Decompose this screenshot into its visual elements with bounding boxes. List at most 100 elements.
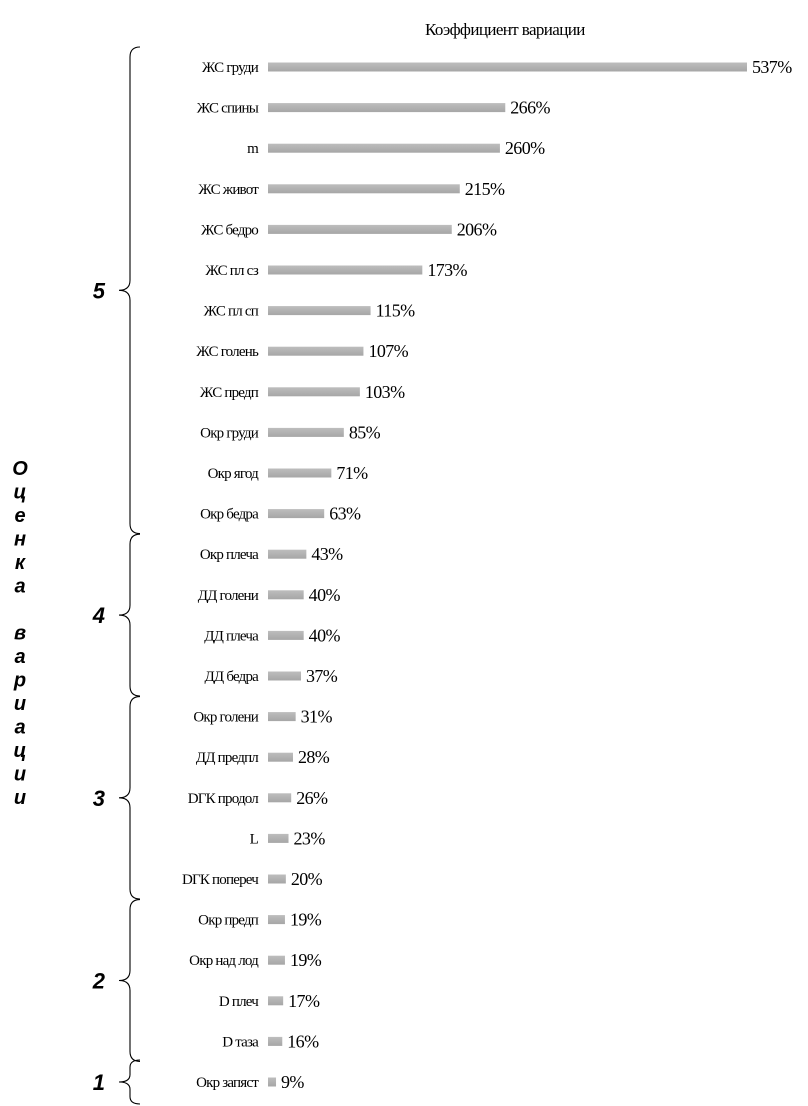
group-brace xyxy=(118,1059,141,1105)
group-label: 4 xyxy=(92,603,105,628)
value-label: 173% xyxy=(427,260,467,280)
side-label-letter: е xyxy=(14,505,25,527)
side-label-letter: а xyxy=(14,717,25,739)
value-label: 16% xyxy=(287,1031,319,1051)
value-label: 103% xyxy=(365,382,405,402)
bar xyxy=(268,630,304,640)
value-label: 206% xyxy=(457,219,497,239)
value-label: 43% xyxy=(311,544,343,564)
bar xyxy=(268,1036,283,1046)
value-label: 37% xyxy=(306,666,338,686)
category-label: Окр запяст xyxy=(196,1075,259,1091)
bar xyxy=(268,793,292,803)
side-label-letter: в xyxy=(14,623,26,645)
bar xyxy=(268,224,452,234)
value-label: 19% xyxy=(290,910,322,930)
category-label: ЖС груди xyxy=(202,60,259,76)
category-label: D плеч xyxy=(219,994,259,1010)
bar xyxy=(268,833,289,843)
bar xyxy=(268,427,344,437)
side-label-letter: и xyxy=(14,764,26,786)
group-label: 3 xyxy=(93,786,105,811)
category-label: DГК попереч xyxy=(182,872,259,888)
side-label-letter: и xyxy=(14,787,26,809)
value-label: 9% xyxy=(281,1072,304,1092)
category-label: ДД плеча xyxy=(204,628,259,644)
bar xyxy=(268,671,302,681)
category-label: ДД голени xyxy=(198,588,259,604)
category-label: ЖС бедро xyxy=(201,222,258,238)
group-braces xyxy=(118,46,141,1105)
category-label: L xyxy=(250,831,259,847)
value-label: 537% xyxy=(752,57,792,77)
bar xyxy=(268,103,506,113)
side-label-letter: р xyxy=(13,670,26,692)
value-label: 85% xyxy=(349,422,381,442)
bars xyxy=(268,62,747,1087)
category-label: ЖС живот xyxy=(198,182,259,198)
category-labels: ЖС груди ЖС спины m ЖС живот ЖС бедро ЖС пл с… xyxy=(182,60,260,1091)
bar xyxy=(268,712,296,722)
side-label-letter: ц xyxy=(14,482,27,504)
value-label: 63% xyxy=(329,504,361,524)
category-label: ДД предпл xyxy=(196,750,259,766)
group-label: 2 xyxy=(92,969,106,994)
bar xyxy=(268,468,332,478)
category-label: DГК продол xyxy=(188,791,260,807)
value-label: 26% xyxy=(296,788,328,808)
bar xyxy=(268,184,460,194)
value-label: 28% xyxy=(298,747,330,767)
category-label: Окр ягод xyxy=(208,466,260,482)
group-brace xyxy=(118,696,141,900)
side-label-letter: О xyxy=(12,458,28,480)
category-label: Окр над лод xyxy=(189,953,259,969)
category-label: Окр бедра xyxy=(200,507,259,523)
bar xyxy=(268,1077,277,1087)
category-label: ДД бедра xyxy=(205,669,260,685)
group-label: 1 xyxy=(93,1070,105,1095)
value-label: 40% xyxy=(309,585,341,605)
bar xyxy=(268,306,371,316)
category-label: Окр груди xyxy=(200,425,259,441)
side-label-letter: и xyxy=(14,693,26,715)
bar xyxy=(268,915,285,925)
value-label: 115% xyxy=(376,301,416,321)
bar xyxy=(268,265,423,275)
bar xyxy=(268,955,285,965)
bar xyxy=(268,590,304,600)
category-label: D таза xyxy=(222,1034,259,1050)
value-label: 20% xyxy=(291,869,323,889)
value-label: 260% xyxy=(505,138,545,158)
bar xyxy=(268,62,747,72)
bar xyxy=(268,143,500,153)
side-label-letter: ц xyxy=(14,740,27,762)
value-labels: 537% 266% 260% 215% 206% 173% 115% 107% 103% 85% 7… xyxy=(281,57,793,1092)
group-label: 5 xyxy=(93,278,106,303)
group-brace xyxy=(118,46,141,535)
category-label: Окр плеча xyxy=(200,547,259,563)
category-label: m xyxy=(247,141,259,157)
value-label: 107% xyxy=(368,341,408,361)
bar xyxy=(268,387,360,397)
group-labels: 5 4 3 2 1 xyxy=(92,278,106,1095)
value-label: 17% xyxy=(288,991,320,1011)
bar xyxy=(268,346,364,356)
value-label: 215% xyxy=(465,179,505,199)
category-label: ЖС голень xyxy=(196,344,259,360)
value-label: 266% xyxy=(510,98,550,118)
category-label: ЖС пл сз xyxy=(205,263,259,279)
bar xyxy=(268,996,284,1006)
category-label: ЖС пл сп xyxy=(204,304,259,320)
category-label: ЖС предп xyxy=(200,385,259,401)
value-label: 19% xyxy=(290,950,322,970)
category-label: Окр голени xyxy=(193,710,258,726)
chart-title: Коэффициент вариации xyxy=(425,20,585,39)
side-label-letter: н xyxy=(14,529,26,551)
group-brace xyxy=(118,533,141,697)
side-label-letter: а xyxy=(14,646,25,668)
value-label: 71% xyxy=(336,463,368,483)
value-label: 40% xyxy=(309,625,341,645)
side-label-letter: к xyxy=(15,552,26,574)
